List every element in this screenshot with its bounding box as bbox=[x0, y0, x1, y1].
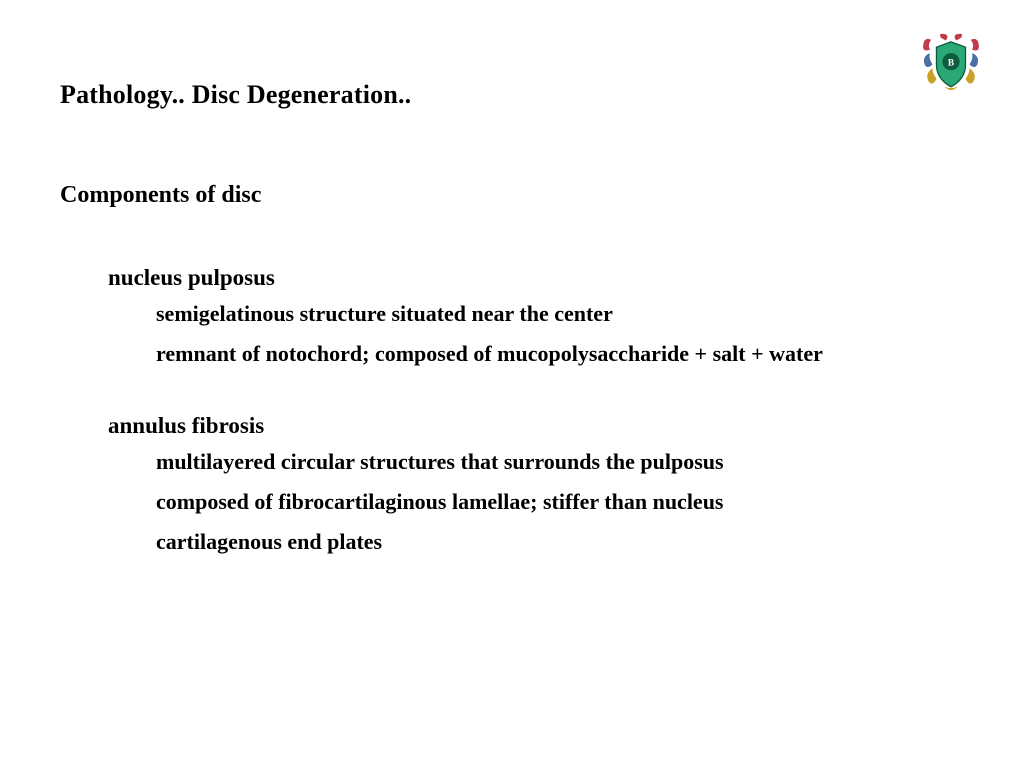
section-2-detail-2: composed of fibrocartilaginous lamellae;… bbox=[156, 485, 964, 519]
section-2-detail-1: multilayered circular structures that su… bbox=[156, 445, 964, 479]
section-spacer bbox=[60, 377, 964, 413]
slide-container: B Pathology.. Disc Degeneration.. Compon… bbox=[0, 0, 1024, 768]
section-1-detail-2: remnant of notochord; composed of mucopo… bbox=[156, 337, 964, 371]
crest-emblem: B bbox=[918, 30, 984, 96]
section-heading-1: nucleus pulposus bbox=[108, 265, 964, 291]
svg-text:B: B bbox=[948, 58, 954, 68]
slide-subtitle: Components of disc bbox=[60, 182, 964, 209]
crest-icon: B bbox=[918, 30, 984, 96]
section-heading-2: annulus fibrosis bbox=[108, 413, 964, 439]
slide-title: Pathology.. Disc Degeneration.. bbox=[60, 80, 964, 110]
section-2-detail-3: cartilagenous end plates bbox=[156, 525, 964, 559]
section-1-detail-1: semigelatinous structure situated near t… bbox=[156, 297, 964, 331]
